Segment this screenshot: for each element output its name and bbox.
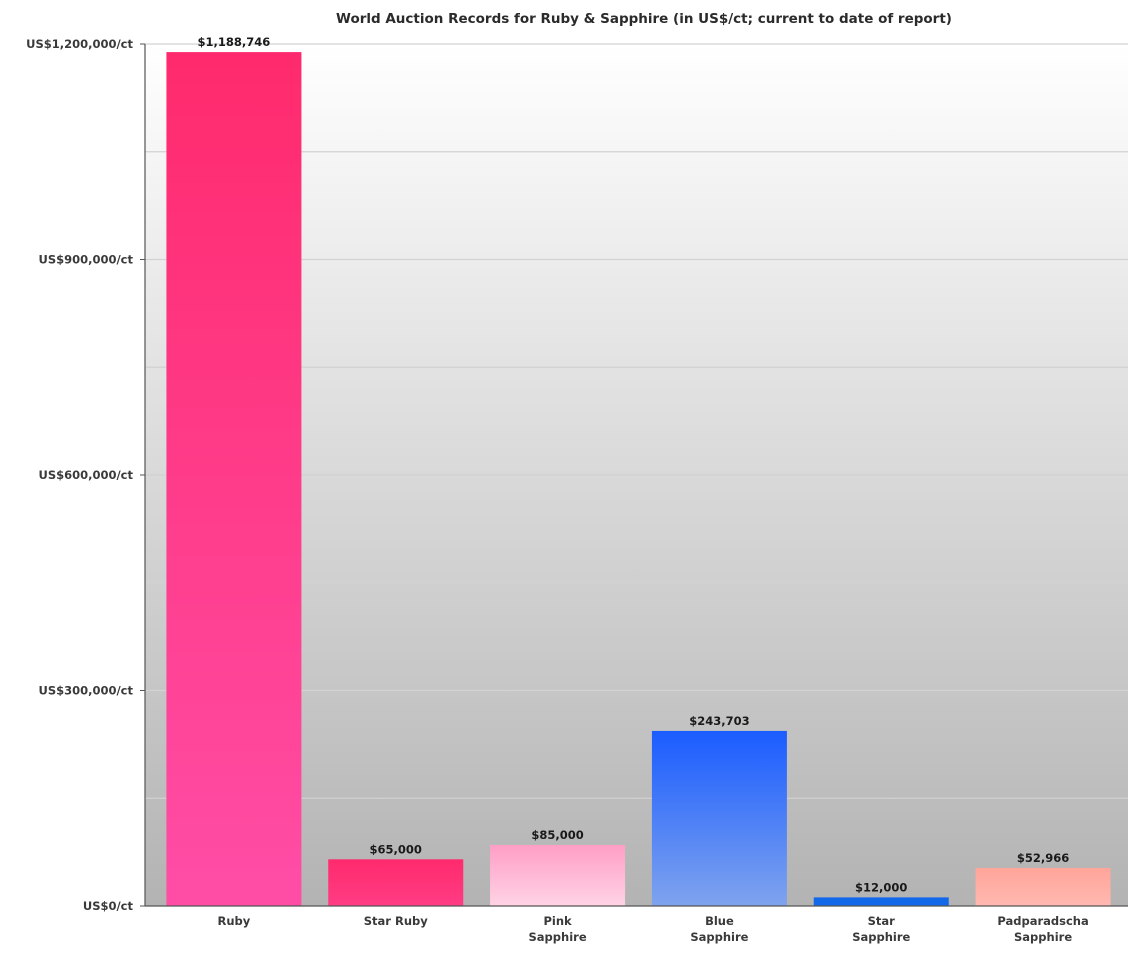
y-tick-label: US$1,200,000/ct [26,37,133,51]
bar [490,844,626,906]
y-tick-label: US$600,000/ct [38,468,133,482]
x-tick-label: Padparadscha [997,914,1088,928]
y-tick-label: US$0/ct [83,899,134,913]
bar-value-label: $85,000 [531,828,583,842]
bar [975,867,1111,906]
bar [651,730,787,906]
bar [813,897,949,906]
x-tick-labels-group: Ruby Star Ruby Pink Sapphire Blue Sapphire Sta… [218,914,1089,944]
chart-title: World Auction Records for Ruby & Sapphir… [336,11,952,27]
y-tick-label: US$300,000/ct [38,684,133,698]
bars-group [166,52,1111,907]
y-tick-labels-group: US$0/ct US$300,000/ct US$600,000/ct US$900,… [26,37,145,913]
x-tick-label: Sapphire [1014,930,1072,944]
x-tick-label: Star [868,914,896,928]
x-tick-label: Sapphire [529,930,587,944]
gridlines [145,43,1128,799]
bar [328,859,464,906]
value-labels-group: $1,188,746 $65,000 $85,000 $243,703 $12,000 $… [198,35,1070,894]
bar-value-label: $12,000 [855,880,907,894]
y-tick-label: US$900,000/ct [38,253,133,267]
x-tick-label: Blue [705,914,734,928]
x-tick-label: Sapphire [690,930,748,944]
bar-value-label: $65,000 [370,842,422,856]
x-tick-label: Star Ruby [364,914,428,928]
bar-value-label: $243,703 [689,714,749,728]
x-tick-label: Ruby [218,914,251,928]
bar [166,52,302,907]
x-tick-label: Pink [543,914,572,928]
bar-value-label: $1,188,746 [198,35,271,49]
bar-value-label: $52,966 [1017,851,1069,865]
x-tick-label: Sapphire [852,930,910,944]
